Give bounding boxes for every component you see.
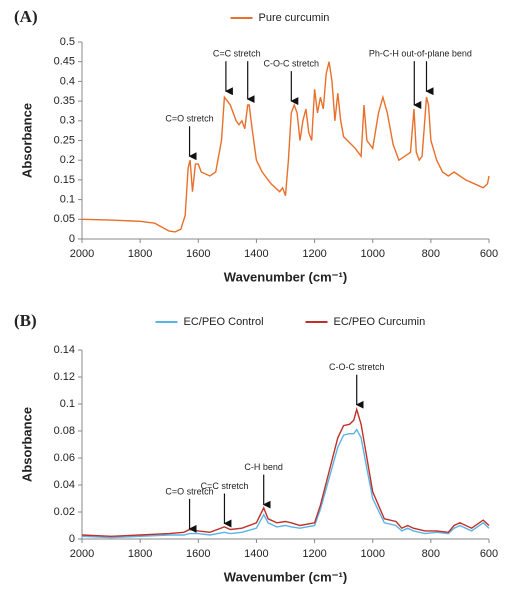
- annotation-label: C-O-C stretch: [329, 362, 385, 372]
- legend-label: EC/PEO Curcumin: [334, 316, 426, 328]
- annotation-label: C=C stretch: [201, 481, 249, 491]
- annotation-label: C-O-C stretch: [264, 58, 320, 68]
- x-tick-label: 800: [422, 548, 440, 560]
- annotation-label: C=O stretch: [165, 486, 213, 496]
- y-tick-label: 0: [69, 533, 75, 545]
- y-tick-label: 0.06: [54, 452, 75, 464]
- y-tick-label: 0.1: [60, 194, 75, 206]
- y-tick-label: 0.08: [54, 425, 75, 437]
- y-tick-label: 0.15: [54, 174, 75, 186]
- series-line: [81, 61, 490, 233]
- x-tick-label: 2000: [70, 248, 94, 260]
- y-tick-label: 0.5: [60, 36, 75, 48]
- y-tick-label: 0.02: [54, 506, 75, 518]
- annotation-label: C-H bend: [244, 462, 283, 472]
- series-line: [81, 406, 490, 538]
- y-tick-label: 0.45: [54, 56, 75, 68]
- annotation-label: C=O stretch: [165, 114, 213, 124]
- y-tick-label: 0.14: [54, 344, 75, 356]
- x-tick-label: 800: [422, 248, 440, 260]
- x-tick-label: 1600: [186, 248, 210, 260]
- y-tick-label: 0: [69, 233, 75, 245]
- y-tick-label: 0.25: [54, 134, 75, 146]
- y-tick-label: 0.3: [60, 115, 75, 127]
- series-line: [81, 428, 490, 539]
- panel-label: (B): [14, 311, 37, 330]
- y-tick-label: 0.04: [54, 479, 75, 491]
- y-tick-label: 0.2: [60, 154, 75, 166]
- y-tick-label: 0.1: [60, 398, 75, 410]
- x-axis-title: Wavenumber (cm⁻¹): [224, 269, 347, 284]
- legend-label: Pure curcumin: [259, 12, 330, 24]
- x-tick-label: 1200: [302, 248, 326, 260]
- y-axis-title: Absorbance: [19, 103, 34, 178]
- x-axis-title: Wavenumber (cm⁻¹): [224, 569, 347, 584]
- legend-label: EC/PEO Control: [184, 316, 264, 328]
- y-tick-label: 0.12: [54, 371, 75, 383]
- annotation-label: Ph-C-H out-of-plane bend: [369, 49, 472, 59]
- x-tick-label: 1600: [186, 548, 210, 560]
- x-tick-label: 1800: [128, 248, 152, 260]
- annotation-label: C=C stretch: [213, 49, 261, 59]
- x-tick-label: 1800: [128, 548, 152, 560]
- x-tick-label: 1000: [360, 248, 384, 260]
- y-tick-label: 0.05: [54, 213, 75, 225]
- x-tick-label: 600: [480, 548, 498, 560]
- y-tick-label: 0.35: [54, 95, 75, 107]
- panel-label: (A): [14, 7, 38, 26]
- x-tick-label: 1200: [302, 548, 326, 560]
- x-tick-label: 1400: [244, 548, 268, 560]
- x-tick-label: 600: [480, 248, 498, 260]
- x-tick-label: 1000: [360, 548, 384, 560]
- y-axis-title: Absorbance: [19, 407, 34, 482]
- x-tick-label: 2000: [70, 548, 94, 560]
- x-tick-label: 1400: [244, 248, 268, 260]
- y-tick-label: 0.4: [60, 75, 75, 87]
